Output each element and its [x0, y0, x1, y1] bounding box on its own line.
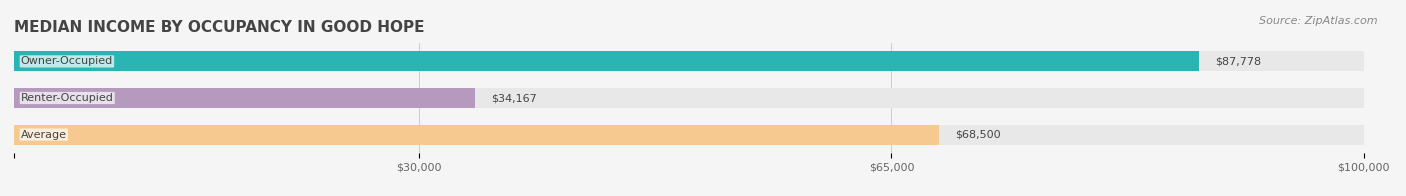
Bar [14, 88, 475, 108]
Text: $34,167: $34,167 [492, 93, 537, 103]
Text: Source: ZipAtlas.com: Source: ZipAtlas.com [1260, 16, 1378, 26]
Text: Renter-Occupied: Renter-Occupied [21, 93, 114, 103]
Text: Owner-Occupied: Owner-Occupied [21, 56, 112, 66]
Text: MEDIAN INCOME BY OCCUPANCY IN GOOD HOPE: MEDIAN INCOME BY OCCUPANCY IN GOOD HOPE [14, 20, 425, 35]
Bar [14, 51, 1364, 72]
Bar [14, 88, 1364, 108]
Text: Average: Average [21, 130, 67, 140]
Bar [14, 124, 1364, 145]
Bar [14, 51, 1199, 72]
Text: $87,778: $87,778 [1215, 56, 1261, 66]
Text: $68,500: $68,500 [955, 130, 1001, 140]
Bar [14, 124, 939, 145]
